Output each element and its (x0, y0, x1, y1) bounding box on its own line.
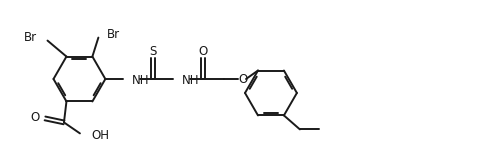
Text: S: S (149, 45, 157, 58)
Text: O: O (31, 111, 40, 124)
Text: Br: Br (107, 28, 121, 41)
Text: OH: OH (91, 129, 109, 142)
Text: NH: NH (182, 74, 200, 87)
Text: O: O (238, 73, 247, 85)
Text: NH: NH (132, 74, 150, 87)
Text: O: O (199, 45, 208, 58)
Text: Br: Br (24, 31, 37, 44)
